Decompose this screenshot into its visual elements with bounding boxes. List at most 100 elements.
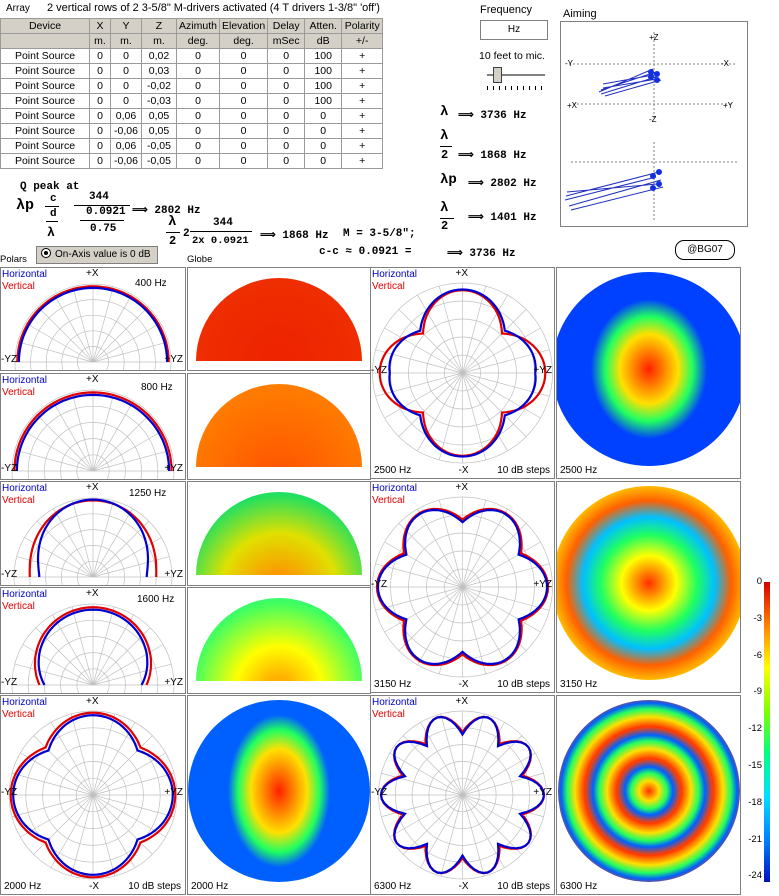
- table-cell[interactable]: 0: [176, 108, 220, 124]
- table-cell[interactable]: 0,03: [141, 63, 177, 79]
- table-cell[interactable]: 0: [267, 123, 306, 139]
- table-cell[interactable]: 0: [304, 108, 343, 124]
- table-cell[interactable]: 0,06: [110, 138, 142, 154]
- table-cell[interactable]: +: [341, 63, 384, 79]
- table-cell[interactable]: 0,05: [141, 123, 177, 139]
- table-cell[interactable]: 0: [267, 93, 306, 109]
- col-azimuth[interactable]: Azimuth: [176, 18, 220, 34]
- table-cell[interactable]: -0,05: [141, 153, 177, 169]
- table-cell[interactable]: 0: [176, 78, 220, 94]
- table-cell[interactable]: 0: [89, 63, 111, 79]
- globe-plot[interactable]: [187, 267, 371, 371]
- table-cell[interactable]: -0,02: [141, 78, 177, 94]
- table-cell[interactable]: 0: [89, 138, 111, 154]
- table-cell[interactable]: 0: [89, 123, 111, 139]
- table-cell[interactable]: +: [341, 153, 384, 169]
- globe-plot[interactable]: [187, 587, 371, 694]
- polar-plot[interactable]: Horizontal Vertical +X -YZ +YZ 6300 Hz 10 dB s…: [370, 695, 555, 895]
- polar-plot[interactable]: Horizontal Vertical +X -YZ +YZ 800 Hz: [0, 373, 186, 480]
- table-cell[interactable]: 0: [267, 48, 306, 64]
- globe-plot[interactable]: [187, 373, 371, 480]
- table-cell[interactable]: 0: [176, 153, 220, 169]
- table-cell[interactable]: +: [341, 138, 384, 154]
- table-cell[interactable]: Point Source: [0, 48, 90, 64]
- table-cell[interactable]: 100: [304, 63, 343, 79]
- table-row[interactable]: Point Source 0 0 0,02 0 0 0 100 +: [0, 48, 384, 64]
- table-cell[interactable]: 0: [218, 93, 269, 109]
- polar-plot[interactable]: Horizontal Vertical +X -YZ +YZ 2000 Hz 10 dB s…: [0, 695, 186, 895]
- table-cell[interactable]: -0,06: [110, 153, 142, 169]
- table-cell[interactable]: 0: [218, 78, 269, 94]
- table-cell[interactable]: +: [341, 93, 384, 109]
- col-z[interactable]: Z: [141, 18, 177, 34]
- table-row[interactable]: Point Source 0 0 0,03 0 0 0 100 +: [0, 63, 384, 79]
- table-cell[interactable]: 0: [176, 93, 220, 109]
- polar-plot[interactable]: Horizontal Vertical +X -YZ +YZ 2500 Hz 10 dB s…: [370, 267, 555, 479]
- table-cell[interactable]: 0: [218, 108, 269, 124]
- table-cell[interactable]: Point Source: [0, 138, 90, 154]
- globe-plot[interactable]: 3150 Hz: [556, 481, 741, 693]
- table-cell[interactable]: 0: [218, 63, 269, 79]
- table-row[interactable]: Point Source 0 -0,06 0,05 0 0 0 0 +: [0, 123, 384, 139]
- col-device[interactable]: Device: [0, 18, 90, 34]
- table-cell[interactable]: Point Source: [0, 78, 90, 94]
- table-cell[interactable]: 100: [304, 93, 343, 109]
- table-row[interactable]: Point Source 0 0,06 0,05 0 0 0 0 +: [0, 108, 384, 124]
- frequency-unit-box[interactable]: Hz: [480, 20, 548, 40]
- col-y[interactable]: Y: [110, 18, 142, 34]
- table-row[interactable]: Point Source 0 -0,06 -0,05 0 0 0 0 +: [0, 153, 384, 169]
- table-cell[interactable]: 0: [89, 108, 111, 124]
- table-row[interactable]: Point Source 0 0 -0,03 0 0 0 100 +: [0, 93, 384, 109]
- table-cell[interactable]: 0: [267, 108, 306, 124]
- table-cell[interactable]: -0,05: [141, 138, 177, 154]
- table-cell[interactable]: +: [341, 123, 384, 139]
- globe-plot[interactable]: 2000 Hz: [187, 695, 371, 895]
- table-cell[interactable]: 100: [304, 48, 343, 64]
- table-cell[interactable]: 0: [89, 153, 111, 169]
- table-cell[interactable]: 0: [304, 123, 343, 139]
- table-cell[interactable]: 0: [267, 78, 306, 94]
- col-x[interactable]: X: [89, 18, 111, 34]
- table-cell[interactable]: -0,03: [141, 93, 177, 109]
- table-cell[interactable]: Point Source: [0, 93, 90, 109]
- polar-plot[interactable]: Horizontal Vertical +X -YZ +YZ 400 Hz: [0, 267, 186, 371]
- frequency-slider-track[interactable]: [487, 74, 545, 76]
- globe-plot[interactable]: 6300 Hz: [556, 695, 741, 895]
- table-cell[interactable]: +: [341, 108, 384, 124]
- table-cell[interactable]: 0: [176, 63, 220, 79]
- table-cell[interactable]: 100: [304, 78, 343, 94]
- col-atten[interactable]: Atten.: [304, 18, 343, 34]
- polar-plot[interactable]: Horizontal Vertical +X -YZ +YZ 3150 Hz 10 dB s…: [370, 481, 555, 693]
- table-cell[interactable]: 0: [267, 153, 306, 169]
- table-cell[interactable]: 0: [176, 48, 220, 64]
- table-cell[interactable]: 0: [110, 48, 142, 64]
- table-cell[interactable]: Point Source: [0, 63, 90, 79]
- table-cell[interactable]: 0: [267, 138, 306, 154]
- col-elevation[interactable]: Elevation: [218, 18, 269, 34]
- table-cell[interactable]: +: [341, 78, 384, 94]
- table-cell[interactable]: 0,02: [141, 48, 177, 64]
- table-cell[interactable]: +: [341, 48, 384, 64]
- table-row[interactable]: Point Source 0 0,06 -0,05 0 0 0 0 +: [0, 138, 384, 154]
- table-cell[interactable]: 0: [110, 63, 142, 79]
- table-cell[interactable]: 0: [89, 48, 111, 64]
- table-cell[interactable]: Point Source: [0, 123, 90, 139]
- col-polarity[interactable]: Polarity: [341, 18, 384, 34]
- table-cell[interactable]: 0: [267, 63, 306, 79]
- table-cell[interactable]: 0: [110, 93, 142, 109]
- table-cell[interactable]: 0: [304, 153, 343, 169]
- globe-plot[interactable]: [187, 481, 371, 586]
- aiming-view[interactable]: +Z -Z -Y -X +X +Y: [560, 21, 748, 227]
- table-cell[interactable]: 0: [89, 93, 111, 109]
- table-cell[interactable]: 0: [218, 123, 269, 139]
- table-cell[interactable]: 0: [218, 138, 269, 154]
- onaxis-radio[interactable]: On-Axis value is 0 dB: [36, 246, 158, 264]
- col-delay[interactable]: Delay: [267, 18, 306, 34]
- table-cell[interactable]: -0,06: [110, 123, 142, 139]
- table-cell[interactable]: 0: [218, 48, 269, 64]
- table-cell[interactable]: Point Source: [0, 108, 90, 124]
- table-cell[interactable]: 0: [176, 123, 220, 139]
- polar-plot[interactable]: Horizontal Vertical +X -YZ +YZ 1250 Hz: [0, 481, 186, 586]
- frequency-slider-thumb[interactable]: [493, 67, 502, 83]
- table-cell[interactable]: 0: [110, 78, 142, 94]
